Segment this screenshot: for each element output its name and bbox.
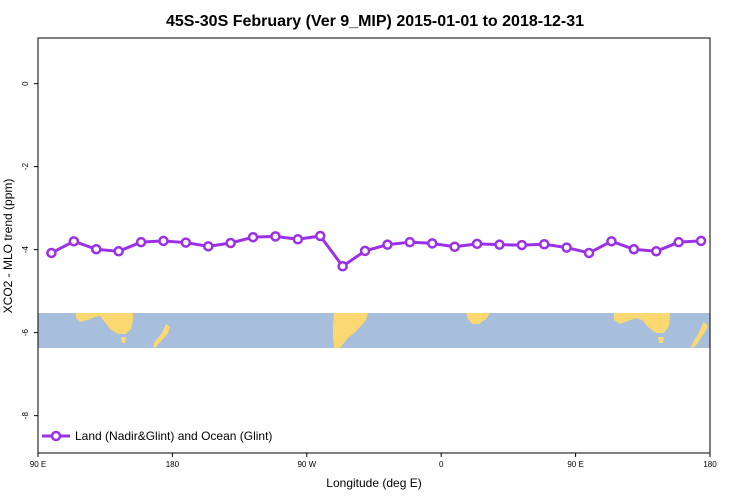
ocean-band [38,313,710,348]
y-tick-label: -6 [21,329,30,337]
data-point [494,239,505,250]
data-point [538,239,550,250]
chart-title: 45S-30S February (Ver 9_MIP) 2015-01-01 … [166,13,584,30]
x-axis-label: Longitude (deg E) [326,476,421,490]
data-point [516,239,528,251]
data-point [471,238,483,250]
data-point [404,236,416,248]
data-point [695,235,707,247]
y-tick-label: -8 [21,412,30,420]
data-point [90,243,102,255]
plot-frame [37,37,711,454]
data-point [426,238,438,249]
legend-label: Land (Nadir&Glint) and Ocean (Glint) [75,429,272,443]
data-point [292,234,304,245]
land-southern-africa [466,313,490,324]
data-point [247,231,259,243]
data-point [382,239,393,250]
y-tick-label: -4 [21,246,30,254]
data-point [180,237,192,248]
x-tick-label: 0 [439,460,444,469]
data-point [158,235,169,247]
land-tasmania-west [121,337,126,343]
data-point [561,242,572,253]
data-point [135,236,147,248]
data-point [583,247,595,259]
legend: Land (Nadir&Glint) and Ocean (Glint) [42,429,272,443]
data-point [628,243,640,255]
x-tick-label: 90 E [567,460,583,469]
data-point [606,236,617,247]
y-axis: 0 -2 -4 -6 -8 [21,81,38,419]
x-tick-label: 90 E [30,460,46,469]
land-south-america [333,313,368,348]
data-point [650,246,662,257]
map-strip [38,313,710,348]
land-new-zealand-west [153,324,170,348]
y-axis-label: XCO2 - MLO trend (ppm) [1,179,15,314]
data-point [68,236,80,247]
data-point [46,247,57,259]
x-tick-label: 180 [166,460,180,469]
data-point [270,231,281,242]
data-point [202,241,214,252]
data-point [314,230,326,242]
y-tick-label: 0 [21,81,30,86]
land-tasmania-east [658,337,664,343]
land-new-zealand-east [691,322,708,348]
x-tick-label: 180 [703,460,717,469]
land-australia-west [76,313,133,334]
data-point [113,246,124,257]
y-tick-label: -2 [21,163,30,171]
data-point [449,241,460,252]
data-point [673,236,684,248]
x-axis: 90 E 180 90 W 0 90 E 180 [30,453,717,469]
land-australia-east [614,313,670,333]
data-point [225,237,236,249]
legend-marker [50,430,62,442]
series-layer [46,230,707,272]
data-point [359,245,371,257]
x-tick-label: 90 W [297,460,316,469]
data-point [337,261,348,272]
